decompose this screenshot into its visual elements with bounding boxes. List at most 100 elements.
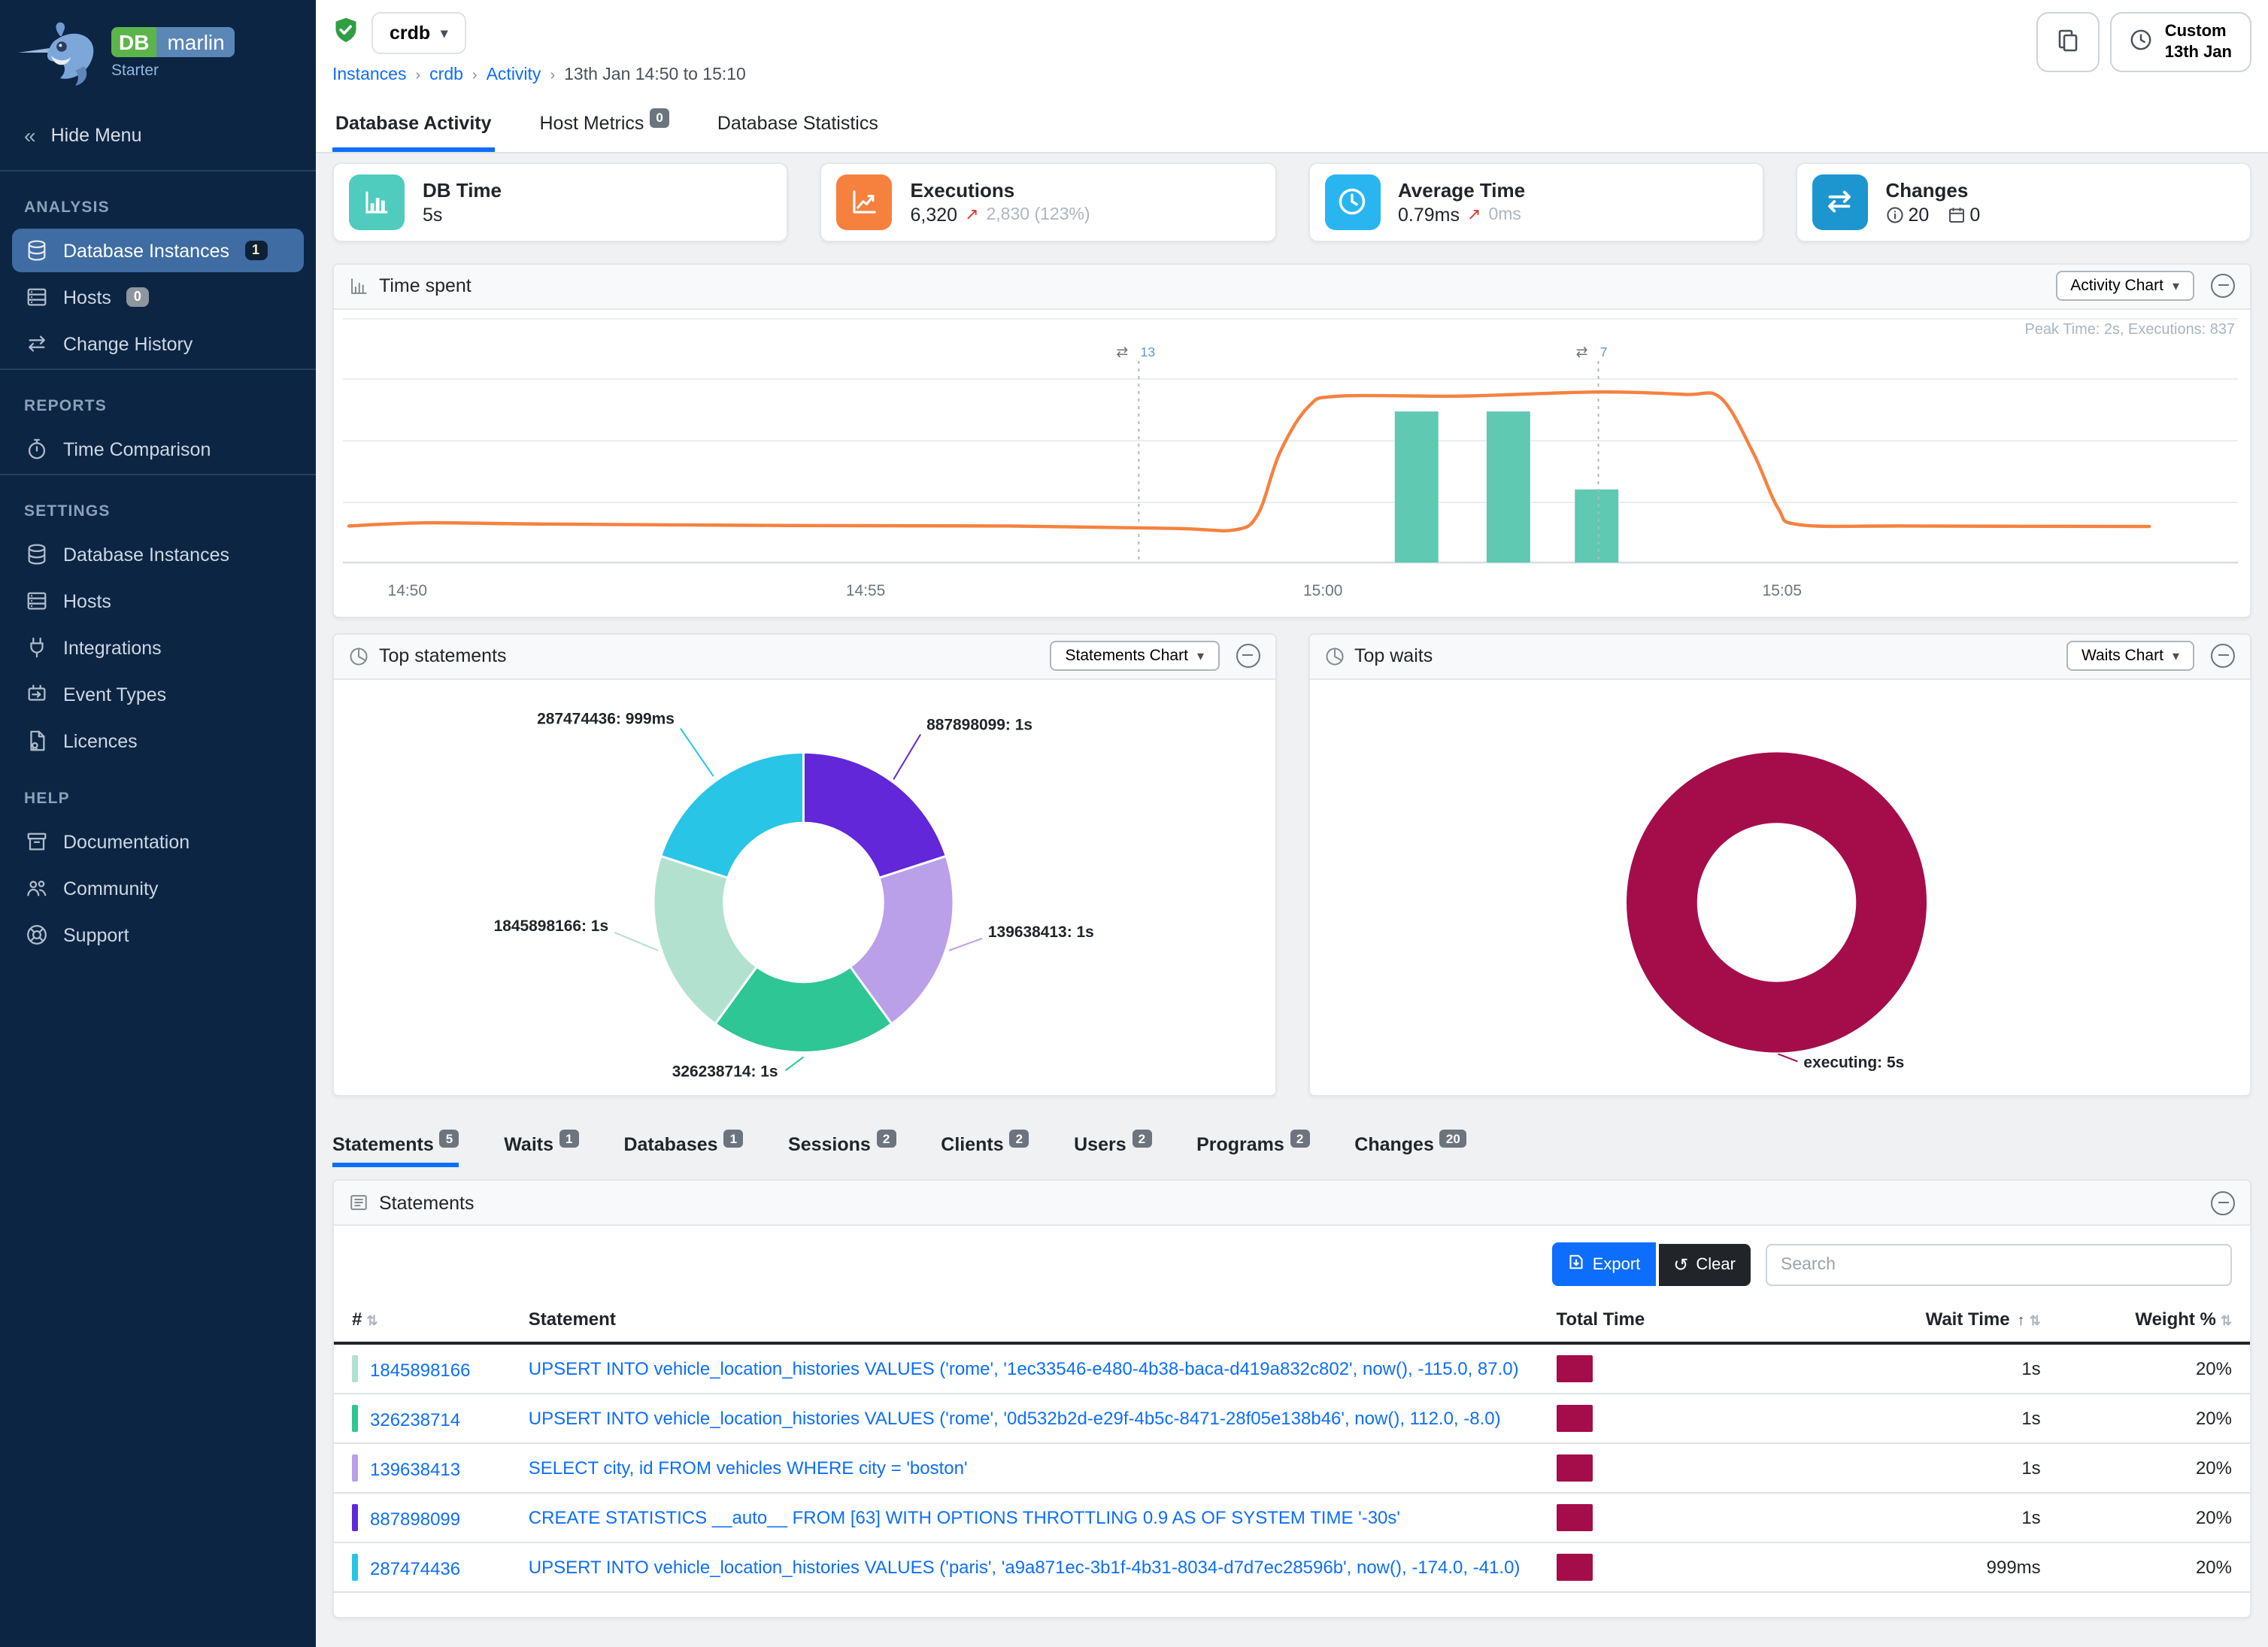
statements-donut-chart[interactable]: 887898099: 1s 139638413: 1s 326238714: 1s 1… [334,679,1275,1094]
event-change-count: 0 [1947,204,1980,225]
statement-id-link[interactable]: 287474436 [370,1558,461,1579]
executions-bar[interactable] [1394,411,1439,562]
time-spent-line[interactable] [347,389,2151,532]
sidebar-item-time-comparison[interactable]: Time Comparison [12,427,304,471]
weight-value: 20% [2058,1542,2250,1593]
sort-icon: ⇅ [366,1313,378,1328]
detail-tab-databases[interactable]: Databases 1 [623,1123,744,1167]
breadcrumb-instances[interactable]: Instances [332,66,407,84]
logo[interactable]: DB marlin Starter [0,0,316,104]
statement-id-link[interactable]: 139638413 [370,1459,461,1480]
sidebar-item-label: Support [63,924,129,945]
total-time-bar [1556,1454,1593,1482]
activity-chart-select[interactable]: Activity Chart ▾ [2055,271,2194,301]
sidebar-item-hosts[interactable]: Hosts 0 [12,275,304,319]
statements-chart-select[interactable]: Statements Chart ▾ [1050,641,1219,671]
copy-link-button[interactable] [2036,12,2100,72]
detail-tabs: Statements 5 Waits 1 Databases 1 Sessions 2 Clie… [332,1123,2251,1167]
donut-slice-executing[interactable] [1625,751,1927,1052]
breadcrumb-crdb[interactable]: crdb [429,66,463,84]
detail-tab-waits[interactable]: Waits 1 [504,1123,579,1167]
sidebar-item-event-types[interactable]: Event Types [12,672,304,716]
kpi-value: 20 0 [1886,204,1991,225]
tab-database-statistics[interactable]: Database Statistics [714,98,881,151]
weight-value: 20% [2058,1443,2250,1494]
clear-button[interactable]: ↺ Clear [1658,1243,1751,1285]
sidebar-item-label: Hosts [63,287,111,308]
lifebuoy-icon [26,924,48,946]
executions-bar[interactable] [1486,411,1530,562]
waits-donut-chart[interactable]: executing: 5s [1309,679,2250,1094]
trend-up-icon: ↗ [965,206,979,224]
clock-icon [2130,29,2153,56]
tab-label: Database Activity [335,113,492,134]
collapse-time-spent-button[interactable] [2211,274,2235,298]
executions-bar[interactable] [1575,488,1619,562]
wait-time-value: 1s [1793,1493,2059,1543]
donut-slice-1845898166[interactable] [652,854,759,1025]
donut-slice-887898099[interactable] [802,750,948,879]
sidebar-divider [0,474,316,475]
topbar: crdb ▾ Instances › crdb › Activity › 13th Jan … [316,0,2268,98]
statement-link[interactable]: UPSERT INTO vehicle_location_histories V… [528,1557,1521,1578]
sidebar-item-hosts[interactable]: Hosts [12,579,304,623]
sidebar-item-support[interactable]: Support [12,913,304,957]
sidebar-item-database-instances[interactable]: Database Instances 1 [12,229,304,272]
statement-link[interactable]: UPSERT INTO vehicle_location_histories V… [528,1358,1519,1379]
statement-id-link[interactable]: 326238714 [370,1409,461,1430]
statement-link[interactable]: CREATE STATISTICS __auto__ FROM [63] WIT… [528,1507,1400,1528]
sidebar-item-label: Documentation [63,831,190,852]
swap-icon: ⇄ [1576,344,1588,359]
detail-tab-changes[interactable]: Changes 20 [1354,1123,1466,1167]
chevron-down-icon: ▾ [1196,648,1204,663]
donut-slice-139638413[interactable] [848,854,955,1025]
sidebar-item-integrations[interactable]: Integrations [12,626,304,669]
tab-database-activity[interactable]: Database Activity [332,98,495,151]
breadcrumb-activity[interactable]: Activity [486,66,541,84]
database-icon [26,239,48,262]
detail-tab-sessions[interactable]: Sessions 2 [788,1123,896,1167]
waits-chart-select[interactable]: Waits Chart ▾ [2066,641,2194,671]
time-spent-chart[interactable]: ⇄ 13 ⇄ 7 Peak Time: 2s, Executions: 837 14:50… [334,309,2250,616]
donut-slice-287474436[interactable] [659,750,805,879]
sidebar-section-settings: SETTINGS [24,502,111,520]
collapse-statements-button[interactable] [2211,1191,2235,1215]
detail-tab-programs[interactable]: Programs 2 [1196,1123,1310,1167]
column-header-num[interactable]: # ⇅ [334,1300,511,1345]
sidebar-item-change-history[interactable]: Change History [12,322,304,365]
swap-icon [26,332,48,355]
collapse-top-waits-button[interactable] [2211,644,2235,668]
kpi-card-average-time: Average Time 0.79ms ↗ 0ms [1308,162,1764,241]
bars-icon [349,174,405,229]
donut-slice-326238714[interactable] [714,964,893,1053]
time-range-button[interactable]: Custom 13th Jan [2110,12,2251,72]
export-button[interactable]: Export [1551,1242,1656,1286]
statement-link[interactable]: SELECT city, id FROM vehicles WHERE city… [528,1457,968,1479]
statement-link[interactable]: UPSERT INTO vehicle_location_histories V… [528,1408,1501,1429]
column-header-total-time[interactable]: Total Time [1538,1300,1793,1345]
detail-tab-users[interactable]: Users 2 [1074,1123,1152,1167]
sidebar-item-documentation[interactable]: Documentation [12,820,304,863]
kpi-title: DB Time [423,178,502,201]
column-header-weight[interactable]: Weight % ⇅ [2058,1300,2250,1345]
detail-tab-statements[interactable]: Statements 5 [332,1123,459,1167]
sidebar-item-licences[interactable]: Licences [12,719,304,763]
label-leader-line [614,930,659,951]
collapse-top-statements-button[interactable] [1236,644,1260,668]
detail-tab-clients[interactable]: Clients 2 [941,1123,1029,1167]
count-badge: 20 [1439,1129,1466,1148]
kpi-delta: 0ms [1488,205,1521,223]
statement-id-link[interactable]: 1845898166 [370,1360,471,1381]
tab-host-metrics[interactable]: Host Metrics 0 [537,98,672,151]
sidebar-item-database-instances[interactable]: Database Instances [12,532,304,576]
instance-selector[interactable]: crdb ▾ [371,12,466,54]
donut-label: executing: 5s [1803,1053,1903,1070]
search-input[interactable] [1766,1243,2232,1285]
column-header-wait-time[interactable]: Wait Time ↑ ⇅ [1793,1300,2059,1345]
sidebar-item-community[interactable]: Community [12,866,304,910]
kpi-value: 6,320 ↗ 2,830 (123%) [910,204,1090,225]
column-header-statement[interactable]: Statement [510,1300,1539,1345]
event-icon [26,683,48,705]
hide-menu-button[interactable]: « Hide Menu [0,104,316,167]
statement-id-link[interactable]: 887898099 [370,1509,461,1530]
